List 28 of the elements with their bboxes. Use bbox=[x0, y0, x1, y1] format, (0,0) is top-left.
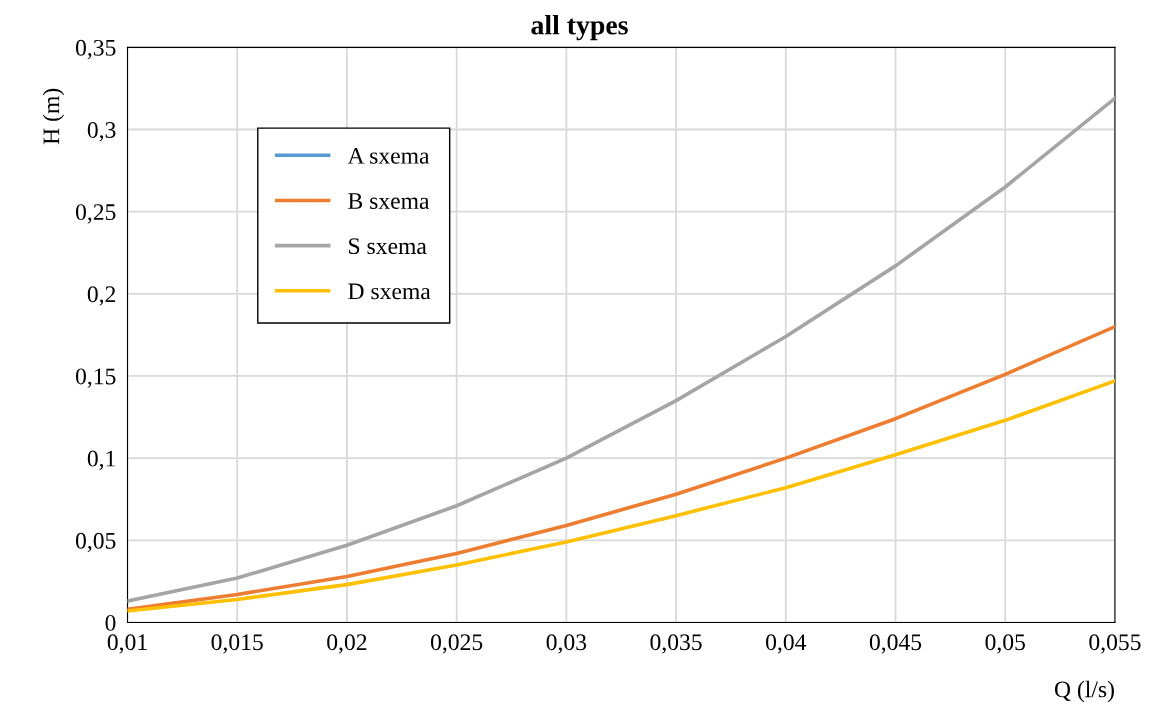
x-tick-label: 0,01 bbox=[107, 634, 147, 654]
y-tick-label: 0,1 bbox=[87, 450, 115, 470]
y-tick-label: 0,05 bbox=[75, 532, 116, 553]
x-tick-label: 0,015 bbox=[211, 634, 263, 654]
x-tick-label: 0,025 bbox=[430, 634, 483, 654]
x-tick-label: 0,02 bbox=[327, 634, 367, 654]
x-tick-label: 0,04 bbox=[766, 634, 807, 654]
chart-title: all types bbox=[531, 15, 628, 41]
y-tick-label: 0,25 bbox=[75, 204, 116, 224]
line-series bbox=[127, 96, 1115, 603]
y-tick-label: 0 bbox=[105, 614, 116, 631]
legend-label: D sxema bbox=[348, 283, 431, 300]
x-tick-label: 0,035 bbox=[650, 634, 702, 654]
x-axis-title: Q (l/s) bbox=[1054, 680, 1114, 703]
y-tick-label: 0,3 bbox=[87, 121, 116, 142]
legend-label: A sxema bbox=[347, 147, 430, 164]
y-tick-label: 0,15 bbox=[75, 368, 116, 388]
x-tick-label: 0,05 bbox=[985, 634, 1025, 654]
y-tick-label: 0,2 bbox=[87, 286, 116, 306]
x-tick-label: 0,045 bbox=[869, 634, 922, 654]
legend-label: S sxema bbox=[349, 238, 427, 255]
y-tick-label: 0,35 bbox=[75, 39, 116, 60]
line-series bbox=[127, 379, 1115, 613]
line-series bbox=[127, 324, 1115, 612]
x-tick-label: 0,055 bbox=[1089, 634, 1141, 654]
legend-label: B sxema bbox=[348, 193, 430, 209]
x-tick-label: 0,03 bbox=[546, 634, 587, 654]
y-axis-title: H (m) bbox=[42, 88, 65, 145]
